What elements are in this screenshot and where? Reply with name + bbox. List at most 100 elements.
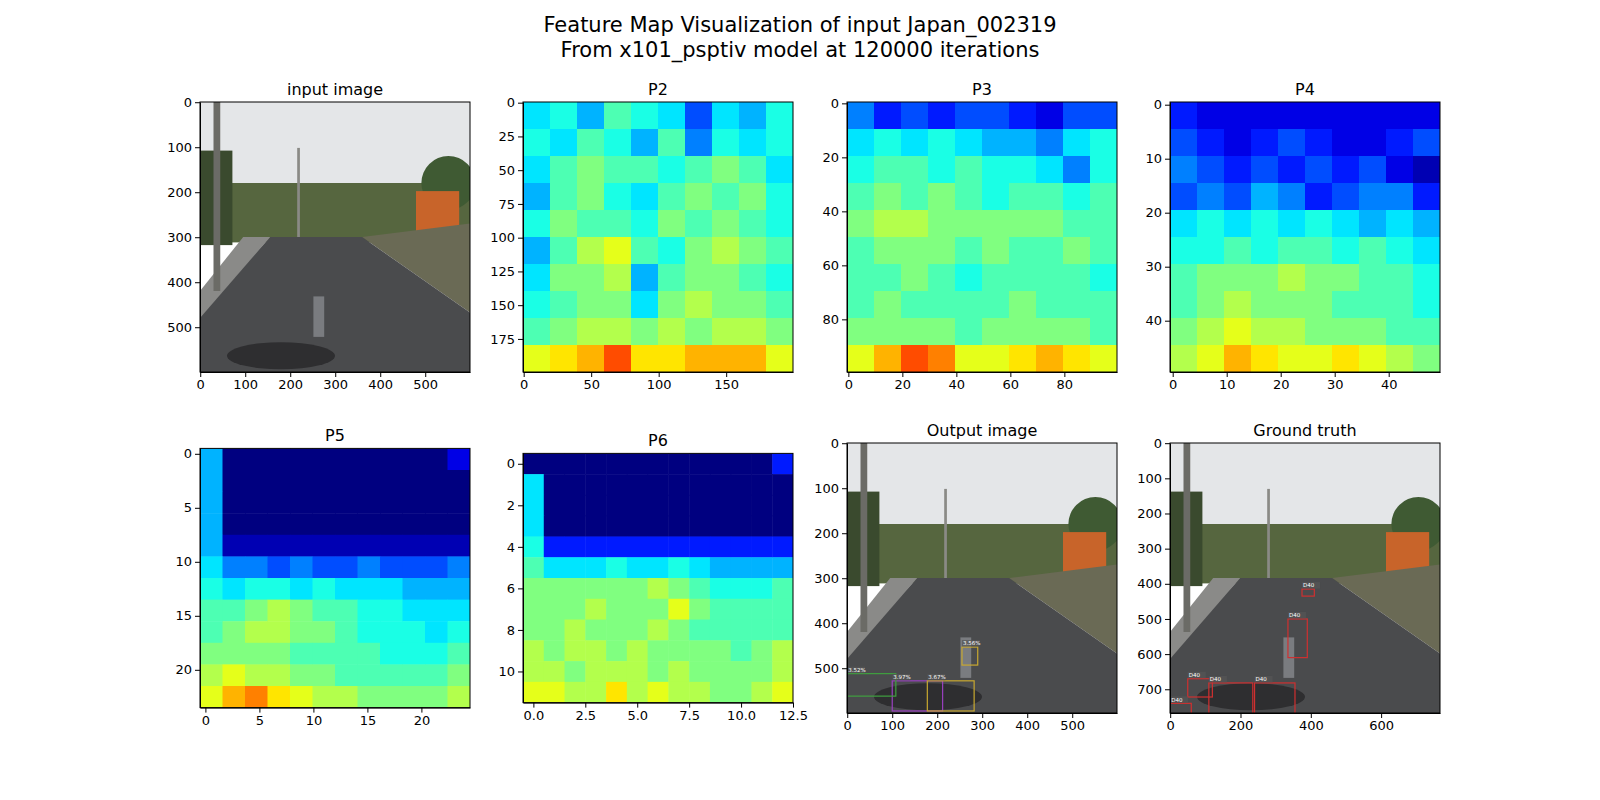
tick: 20	[175, 662, 200, 677]
heatmap-cell	[550, 102, 578, 130]
heatmap-cell	[550, 318, 578, 346]
heatmap-cell	[585, 516, 606, 537]
heatmap-cell	[403, 448, 426, 470]
tick: 400	[814, 616, 847, 631]
heatmap-cell	[658, 183, 686, 211]
heatmap-cell	[648, 578, 669, 599]
heatmap-cell	[565, 661, 586, 682]
heatmap-cell	[648, 640, 669, 661]
heatmap-cell	[604, 102, 632, 130]
heatmap-cell	[448, 664, 471, 686]
bounding-box	[1302, 589, 1314, 596]
tick: 30	[1145, 259, 1170, 274]
heatmap-cell	[544, 495, 565, 516]
heatmap-cell	[523, 682, 544, 703]
tick-mark	[842, 488, 847, 489]
heatmap-cell	[668, 640, 689, 661]
heatmap-cell	[1197, 291, 1225, 319]
heatmap-cell	[1251, 156, 1279, 184]
box-label: D40	[1189, 672, 1201, 678]
bounding-box	[892, 681, 942, 711]
tick: 200	[278, 372, 303, 392]
heatmap-cell	[358, 621, 381, 643]
heatmap-cell	[772, 682, 793, 703]
heatmap-cell	[982, 156, 1010, 184]
heatmap-cell	[1386, 156, 1414, 184]
tick-mark	[1165, 513, 1170, 514]
heatmap-cell	[223, 621, 246, 643]
y-axis: 0100200300400500600700	[1137, 436, 1170, 714]
heatmap-cell	[200, 578, 223, 600]
heatmap-cell	[1036, 183, 1064, 211]
tick: 75	[498, 197, 523, 212]
heatmap-cell	[668, 536, 689, 557]
heatmap-cell	[901, 102, 929, 130]
heatmap-cell	[1197, 237, 1225, 265]
frame	[200, 448, 470, 707]
tick-mark	[842, 103, 847, 104]
tick: 175	[490, 332, 523, 347]
heatmap-cell	[928, 156, 956, 184]
heatmap-cell	[731, 516, 752, 537]
heatmap-cell	[648, 453, 669, 474]
heatmap-cell	[290, 556, 313, 578]
axis-line	[524, 703, 794, 704]
tick: 20	[895, 372, 912, 392]
tick-label: 300	[1137, 541, 1162, 556]
heatmap-cell	[1386, 345, 1414, 372]
heatmap-cell	[631, 102, 659, 130]
heatmap-cell	[847, 129, 875, 157]
heatmap-cell	[313, 600, 336, 622]
heatmap-cell	[685, 291, 713, 319]
heatmap-cell	[200, 535, 223, 557]
heatmap-cell	[766, 156, 793, 184]
heatmap-cell	[1009, 318, 1037, 346]
heatmap-cell	[955, 345, 983, 372]
heatmap-cell	[380, 556, 403, 578]
tick-mark	[518, 464, 523, 465]
frame	[523, 102, 793, 372]
plot-area	[200, 102, 470, 372]
heatmap-cell	[425, 513, 448, 535]
heatmap-cell	[1413, 237, 1440, 265]
box-label-bg	[1209, 676, 1227, 683]
tick: 15	[360, 708, 377, 728]
heatmap-cell	[523, 557, 544, 578]
heatmap-cell	[403, 664, 426, 686]
heatmap-cell	[1305, 237, 1333, 265]
heatmap-cell	[577, 102, 605, 130]
heatmap-cell	[313, 664, 336, 686]
heatmap-cell	[358, 470, 381, 492]
tick-mark	[518, 630, 523, 631]
tick-label: 20	[895, 377, 912, 392]
heatmap-cell	[290, 448, 313, 470]
heatmap-cell	[1332, 129, 1360, 157]
heatmap-cell	[523, 578, 544, 599]
heatmap-cell	[648, 516, 669, 537]
heatmap-cell	[358, 578, 381, 600]
tick-label: 600	[1137, 647, 1162, 662]
heatmap-cell	[245, 492, 268, 514]
heatmap-cell	[739, 318, 767, 346]
heatmap-cell	[1251, 264, 1279, 292]
tick-label: 75	[498, 197, 515, 212]
heatmap-cell	[544, 536, 565, 557]
heatmap-cell	[731, 599, 752, 620]
road-patch	[313, 296, 324, 337]
tick: 300	[167, 230, 200, 245]
road	[200, 237, 470, 372]
sidewalk	[847, 578, 917, 659]
sidewalk	[1170, 578, 1240, 659]
bounding-box	[1209, 683, 1253, 713]
heatmap-cell	[604, 156, 632, 184]
tick: 0	[845, 372, 853, 392]
tick-mark	[842, 157, 847, 158]
tick-mark	[518, 136, 523, 137]
tick-label: 10	[306, 713, 323, 728]
bounding-box	[1255, 683, 1295, 713]
tick: 50	[583, 372, 600, 392]
heatmap-cell	[689, 682, 710, 703]
tick: 10	[175, 554, 200, 569]
heatmap-cell	[627, 640, 648, 661]
tick-label: 300	[323, 377, 348, 392]
